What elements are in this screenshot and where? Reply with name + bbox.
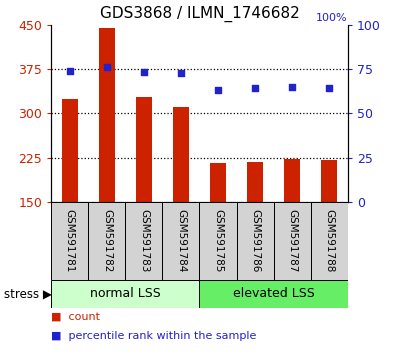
Bar [210, 164, 226, 202]
Bar [62, 98, 78, 202]
Title: GDS3868 / ILMN_1746682: GDS3868 / ILMN_1746682 [100, 6, 299, 22]
Text: GSM591786: GSM591786 [250, 209, 260, 273]
Text: GSM591788: GSM591788 [324, 209, 334, 273]
Text: GSM591782: GSM591782 [102, 209, 112, 273]
Bar [237, 202, 274, 280]
Point [252, 86, 258, 91]
Bar [51, 280, 199, 308]
Bar [88, 202, 126, 280]
Bar [284, 159, 300, 202]
Text: GSM591783: GSM591783 [139, 209, 149, 273]
Point [326, 86, 332, 91]
Bar [99, 28, 115, 202]
Text: normal LSS: normal LSS [90, 287, 161, 300]
Text: GSM591781: GSM591781 [65, 209, 75, 273]
Point [104, 64, 110, 70]
Bar [173, 107, 189, 202]
Point [215, 87, 221, 93]
Bar [321, 160, 337, 202]
Bar [199, 202, 237, 280]
Bar [247, 162, 263, 202]
Text: ■  count: ■ count [51, 312, 100, 321]
Point [289, 84, 295, 90]
Bar [162, 202, 199, 280]
Text: ■  percentile rank within the sample: ■ percentile rank within the sample [51, 331, 257, 341]
Bar [310, 202, 348, 280]
Text: GSM591784: GSM591784 [176, 209, 186, 273]
Text: 100%: 100% [316, 13, 348, 23]
Text: GSM591787: GSM591787 [287, 209, 297, 273]
Bar [51, 202, 88, 280]
Point [67, 68, 73, 74]
Point [178, 70, 184, 76]
Text: GSM591785: GSM591785 [213, 209, 223, 273]
Text: stress ▶: stress ▶ [4, 287, 52, 300]
Bar [135, 97, 152, 202]
Bar [199, 280, 348, 308]
Text: elevated LSS: elevated LSS [233, 287, 314, 300]
Bar [274, 202, 310, 280]
Point [141, 69, 147, 74]
Bar [126, 202, 162, 280]
